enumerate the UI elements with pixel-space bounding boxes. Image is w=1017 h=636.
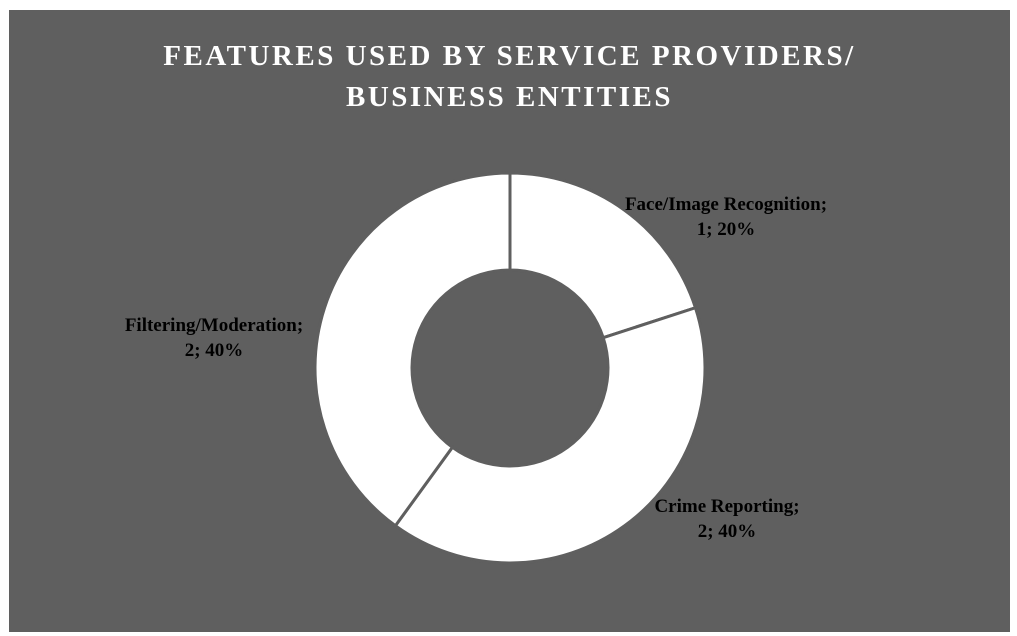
data-label-crime-reporting-value: 2; 40% bbox=[697, 521, 757, 542]
chart-title: FEATURES USED BY SERVICE PROVIDERS/ BUSI… bbox=[9, 36, 1010, 118]
data-label-face-image-recognition: Face/Image Recognition; 1; 20% bbox=[583, 192, 869, 242]
data-label-filtering-moderation: Filtering/Moderation; 2; 40% bbox=[99, 313, 329, 363]
data-label-crime-reporting-name: Crime Reporting; bbox=[654, 496, 800, 517]
chart-area: FEATURES USED BY SERVICE PROVIDERS/ BUSI… bbox=[9, 10, 1010, 632]
donut-slice-filtering-moderation bbox=[313, 171, 512, 528]
donut-chart bbox=[313, 171, 707, 565]
data-label-face-image-recognition-name: Face/Image Recognition; bbox=[624, 194, 828, 215]
chart-title-line-1: FEATURES USED BY SERVICE PROVIDERS/ bbox=[163, 40, 856, 72]
data-label-filtering-moderation-name: Filtering/Moderation; bbox=[124, 315, 304, 336]
data-label-face-image-recognition-value: 1; 20% bbox=[696, 219, 756, 240]
chart-title-line-2: BUSINESS ENTITIES bbox=[345, 81, 673, 113]
data-label-filtering-moderation-value: 2; 40% bbox=[184, 340, 244, 361]
donut-slice-face-image-recognition bbox=[508, 171, 698, 340]
donut-slice-crime-reporting bbox=[393, 305, 707, 565]
data-label-crime-reporting: Crime Reporting; 2; 40% bbox=[627, 494, 827, 544]
